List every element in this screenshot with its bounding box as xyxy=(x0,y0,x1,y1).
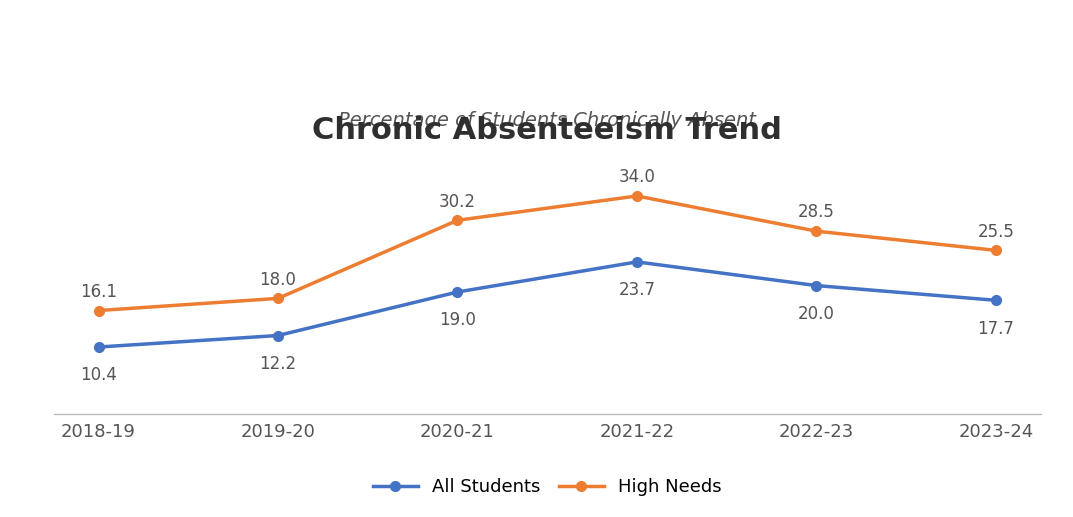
Text: 17.7: 17.7 xyxy=(978,320,1014,338)
All Students xyxy=(271,332,284,339)
All Students xyxy=(989,297,1002,303)
All Students xyxy=(810,282,823,288)
Legend: All Students, High Needs: All Students, High Needs xyxy=(366,471,729,504)
Text: 34.0: 34.0 xyxy=(618,168,656,186)
Text: 16.1: 16.1 xyxy=(80,283,117,301)
Text: 12.2: 12.2 xyxy=(260,355,296,373)
Text: 18.0: 18.0 xyxy=(260,271,296,288)
Text: 20.0: 20.0 xyxy=(798,305,835,323)
All Students xyxy=(92,344,105,350)
Line: All Students: All Students xyxy=(93,257,1001,352)
Text: 23.7: 23.7 xyxy=(618,281,656,299)
High Needs xyxy=(271,295,284,301)
Line: High Needs: High Needs xyxy=(93,191,1001,315)
High Needs xyxy=(92,308,105,314)
High Needs xyxy=(989,247,1002,253)
All Students xyxy=(451,289,464,295)
High Needs xyxy=(451,217,464,223)
Text: 28.5: 28.5 xyxy=(798,204,835,221)
Text: 10.4: 10.4 xyxy=(80,367,117,385)
Text: 19.0: 19.0 xyxy=(439,311,476,329)
High Needs xyxy=(810,228,823,234)
All Students xyxy=(631,259,644,265)
Text: 30.2: 30.2 xyxy=(439,192,476,210)
Text: Percentage of Students Chronically Absent: Percentage of Students Chronically Absen… xyxy=(338,111,756,130)
High Needs xyxy=(631,193,644,199)
Title: Chronic Absenteeism Trend: Chronic Absenteeism Trend xyxy=(312,116,782,145)
Text: 25.5: 25.5 xyxy=(978,223,1014,240)
